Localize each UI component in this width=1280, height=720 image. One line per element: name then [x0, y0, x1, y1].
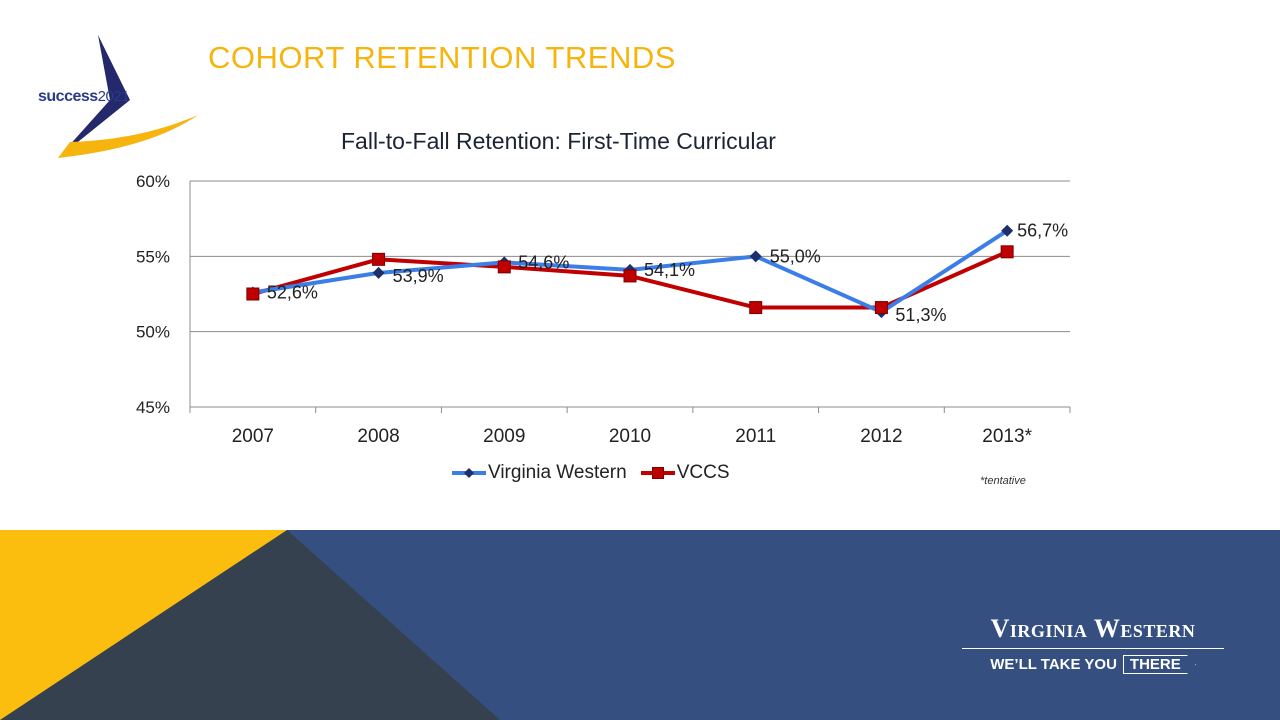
vccs-point	[497, 260, 511, 274]
chart-title: Fall-to-Fall Retention: First-Time Curri…	[341, 128, 776, 154]
x-tick-label: 2008	[357, 426, 399, 447]
legend-square-marker-icon	[640, 467, 675, 479]
data-label: 51,3%	[895, 305, 946, 325]
data-label: 54,6%	[518, 252, 569, 272]
vccs-point	[246, 287, 260, 301]
virginia-western-point	[372, 266, 385, 279]
success-2021-logo: success2021	[30, 30, 210, 165]
x-tick-label: 2011	[735, 426, 776, 447]
y-tick-label: 45%	[136, 398, 170, 417]
y-tick-label: 55%	[136, 247, 170, 266]
legend-item-virginia-western: Virginia Western	[452, 462, 627, 484]
vccs-point	[623, 269, 637, 283]
footer-band	[0, 530, 1280, 720]
x-tick-label: 2007	[232, 426, 274, 447]
footer-band-yellow-triangle	[0, 530, 287, 720]
brand-name: Virginia Western	[962, 614, 1224, 649]
logo-brand: success	[38, 88, 98, 105]
virginia-western-point	[1001, 224, 1014, 237]
vccs-point	[874, 301, 888, 315]
retention-line-chart: 45% 50% 55% 60% 2007 2008 2009 2010 2011 2012 2013…	[136, 172, 1071, 447]
legend-diamond-marker-icon	[452, 468, 486, 478]
y-tick-label: 60%	[136, 172, 170, 191]
vccs-point	[1000, 245, 1014, 259]
legend-item-vccs: VCCS	[640, 462, 730, 484]
logo-swoosh-graphic	[58, 35, 198, 158]
data-label: 53,9%	[393, 266, 444, 286]
data-label: 56,7%	[1017, 221, 1068, 241]
vccs-point	[749, 301, 763, 315]
x-tick-label: 2009	[483, 426, 525, 447]
legend-label-vccs: VCCS	[676, 462, 730, 483]
brand-tagline: WE’LL TAKE YOU THERE	[962, 655, 1224, 674]
data-label: 55,0%	[770, 246, 821, 266]
page-title: COHORT RETENTION TRENDS	[208, 40, 676, 75]
x-tick-label: 2012	[860, 426, 902, 447]
virginia-western-point	[749, 250, 762, 263]
vccs-point	[372, 252, 386, 266]
tentative-footnote: *tentative	[980, 475, 1026, 487]
logo-year: 2021	[97, 88, 130, 105]
x-tick-label: 2013*	[982, 426, 1032, 447]
brand-tagline-prefix: WE’LL TAKE YOU	[990, 656, 1117, 673]
y-tick-label: 50%	[136, 323, 170, 342]
logo-wordmark: success2021	[38, 88, 130, 106]
data-label: 52,6%	[267, 282, 318, 302]
virginia-western-logo: Virginia Western WE’LL TAKE YOU THERE	[962, 614, 1224, 674]
data-label: 54,1%	[644, 260, 695, 280]
chart-legend: Virginia Western VCCS	[452, 462, 730, 484]
x-tick-label: 2010	[609, 426, 651, 447]
legend-label-virginia-western: Virginia Western	[488, 462, 627, 483]
brand-tagline-emphasis: THERE	[1122, 655, 1196, 674]
